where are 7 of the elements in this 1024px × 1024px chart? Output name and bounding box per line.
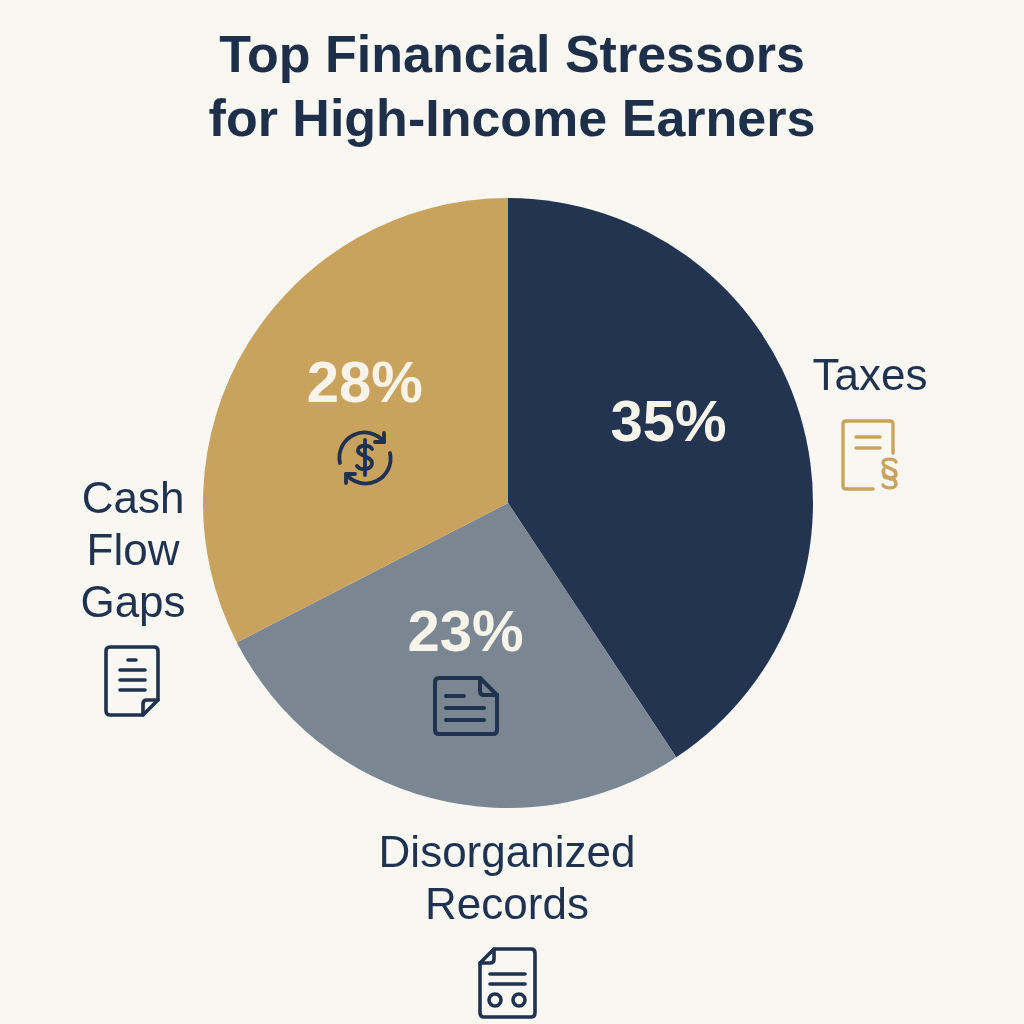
slice-label: Taxes	[812, 349, 928, 401]
slice-label: Cash Flow Gaps	[79, 472, 187, 628]
slice-label: Disorganized Records	[377, 826, 637, 930]
data-label: 23%	[407, 598, 524, 664]
data-label: 35%	[610, 387, 727, 453]
chart-title: Top Financial Stressors for High-Income Earners	[207, 24, 817, 149]
data-label: 28%	[306, 348, 423, 414]
